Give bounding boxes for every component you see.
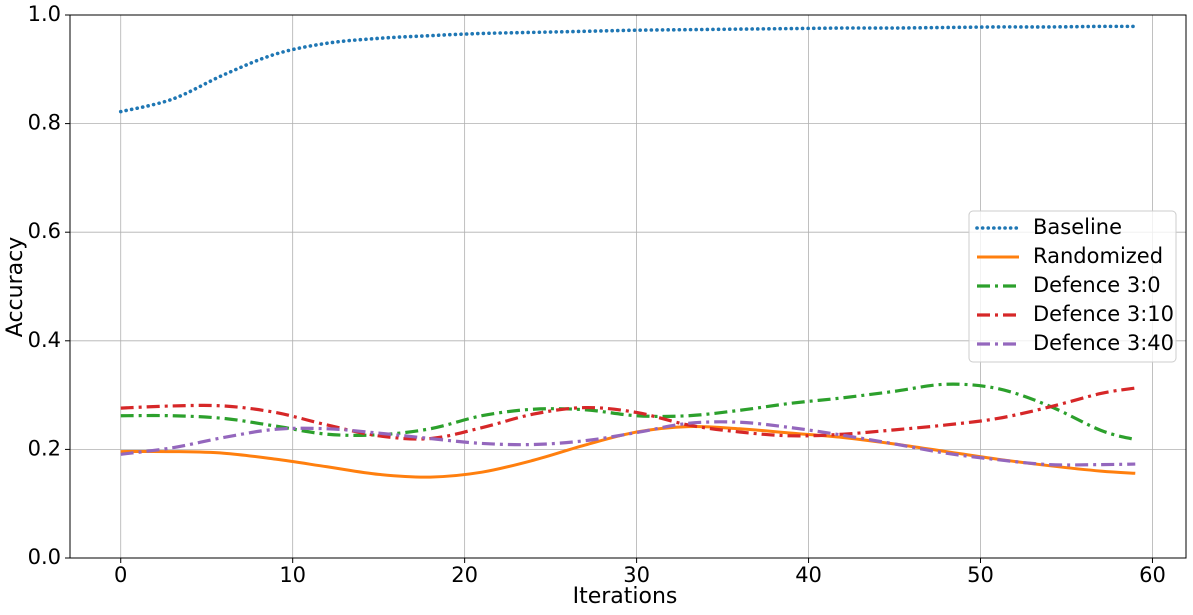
series-line <box>120 386 1136 441</box>
plot-frame <box>69 14 1187 559</box>
x-axis-label: Iterations <box>573 584 678 609</box>
legend-label: Defence 3:0 <box>1033 273 1161 297</box>
legend-label: Defence 3:40 <box>1033 331 1174 355</box>
series-line <box>120 424 1136 479</box>
y-tick-label: 1.0 <box>28 2 61 26</box>
y-tick-label: 0.8 <box>28 111 61 135</box>
series-line <box>120 382 1136 442</box>
x-tick-label: 40 <box>795 563 822 587</box>
x-tick-label: 60 <box>1139 563 1166 587</box>
y-axis-label: Accuracy <box>3 237 28 337</box>
x-tick-label: 20 <box>451 563 478 587</box>
y-tick-label: 0.0 <box>28 545 61 569</box>
legend-label: Randomized <box>1033 244 1163 268</box>
x-tick-label: 30 <box>623 563 650 587</box>
x-tick-label: 50 <box>967 563 994 587</box>
legend-box <box>968 210 1177 363</box>
y-tick-label: 0.4 <box>28 328 61 352</box>
x-tick-label: 0 <box>114 563 127 587</box>
series-line <box>118 24 1138 114</box>
y-tick-label: 0.2 <box>28 436 61 460</box>
y-tick-label: 0.6 <box>28 219 61 243</box>
series-line <box>120 420 1136 467</box>
legend-label: Baseline <box>1033 215 1122 239</box>
legend-label: Defence 3:10 <box>1033 302 1174 326</box>
x-tick-label: 10 <box>279 563 306 587</box>
